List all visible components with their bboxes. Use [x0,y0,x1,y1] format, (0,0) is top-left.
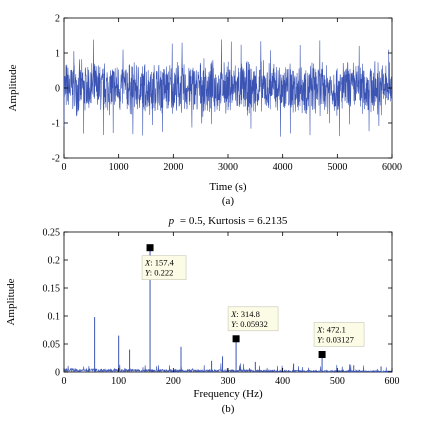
datatip-y-text: Y: 0.05932 [231,319,268,329]
x-axis-b: 0 100 200 300 400 500 600 [62,232,400,387]
y-tick-label-b: 0.05 [43,340,61,351]
datatip-box [313,322,365,347]
y-tick-label-a: 0 [55,84,60,95]
title-p-symbol: p [168,215,175,227]
title-rest: = 0.5, Kurtosis = 6.2135 [180,215,288,227]
datatip-marker[interactable] [318,350,326,358]
datatip-x-text: X: 314.8 [230,309,260,319]
x-axis-label-a: Time (s) [209,181,247,193]
x-tick-label-b: 200 [166,376,181,387]
datatips: X: 157.4Y: 0.222 X: 314.8Y: 0.05932 X: 472… [141,244,365,358]
datatip-box [141,255,187,280]
y-axis-b: 0 0.05 0.1 0.15 0.2 0.25 [43,228,392,379]
y-tick-label-b: 0.2 [48,256,61,267]
y-tick-label-a: -2 [52,154,60,165]
panel-label-b: (b) [222,403,235,415]
x-tick-label-a: 1000 [109,162,129,173]
x-tick-label-a: 4000 [273,162,293,173]
y-axis-a: -2 -1 0 1 2 [52,14,392,165]
x-tick-label-b: 100 [111,376,126,387]
x-tick-label-b: 400 [275,376,290,387]
time-signal-series [63,39,393,137]
x-tick-label-a: 5000 [327,162,347,173]
y-tick-label-b: 0.15 [43,284,61,295]
datatip-y-text: Y: 0.03127 [317,334,354,344]
x-tick-label-a: 2000 [163,162,183,173]
chart-title-b: p = 0.5, Kurtosis = 6.2135 [168,215,288,227]
plot-b-frame [63,231,393,373]
y-tick-label-b: 0 [55,368,60,379]
x-tick-label-b: 0 [62,376,67,387]
y-axis-label-a: Amplitude [7,64,19,111]
datatip-x-text: X: 472.1 [316,324,346,334]
y-tick-label-b: 0.1 [48,312,61,323]
y-tick-label-a: 1 [55,49,60,60]
x-tick-label-a: 0 [62,162,67,173]
datatip-x-text: X: 157.4 [144,258,175,268]
x-tick-label-b: 600 [385,376,400,387]
frequency-domain-panel: p = 0.5, Kurtosis = 6.2135 X: 157.4Y: 0.… [5,215,400,415]
datatip-y-text: Y: 0.222 [145,268,173,278]
x-tick-label-a: 6000 [382,162,402,173]
y-tick-label-b: 0.25 [43,228,61,239]
y-tick-label-a: -1 [52,119,60,130]
x-tick-label-b: 500 [330,376,345,387]
y-axis-label-b: Amplitude [5,278,17,325]
time-signal-line [63,39,393,137]
datatip-marker[interactable] [146,244,154,252]
panel-label-a: (a) [222,195,235,207]
datatip-marker[interactable] [232,335,240,343]
x-tick-label-b: 300 [221,376,236,387]
datatip-box [227,306,279,332]
y-tick-label-a: 2 [55,14,60,25]
time-domain-panel: 0 1000 2000 3000 4000 5000 6000 -2 -1 0 1 2 Time (… [7,14,402,208]
x-axis-label-b: Frequency (Hz) [193,388,263,400]
x-tick-label-a: 3000 [218,162,238,173]
x-axis-a: 0 1000 2000 3000 4000 5000 6000 [62,18,402,173]
